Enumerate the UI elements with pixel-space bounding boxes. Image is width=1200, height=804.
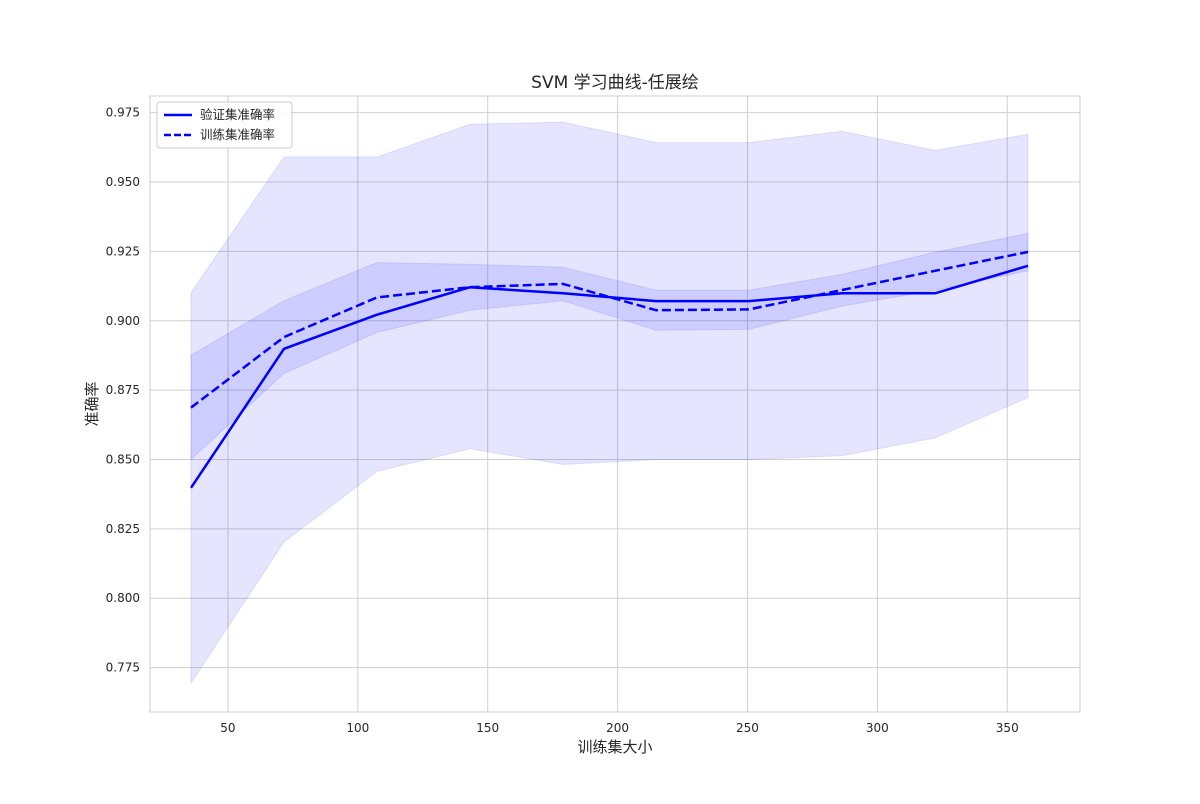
series-line-validation [189, 264, 1029, 489]
confidence-band-training [190, 232, 1029, 461]
y-tick-label: 0.800 [106, 591, 140, 605]
band-layer [190, 121, 1029, 685]
y-tick-label: 0.775 [106, 661, 140, 675]
y-tick-label: 0.825 [106, 522, 140, 536]
tick-label-layer: 50 100 150 200 250 300 350 0.775 0.800 0.825 0.850… [106, 106, 1019, 735]
x-tick-label: 200 [606, 721, 629, 735]
y-tick-label: 0.950 [106, 175, 140, 189]
legend-label-validation: 验证集准确率 [200, 107, 275, 122]
x-axis-label: 训练集大小 [577, 738, 652, 756]
legend-box [156, 101, 293, 149]
x-tick-label: 350 [996, 721, 1019, 735]
y-tick-label: 0.850 [106, 452, 140, 466]
chart-title: SVM 学习曲线-任展绘 [531, 73, 699, 93]
legend-label-training: 训练集准确率 [200, 127, 275, 142]
line-layer [189, 250, 1029, 489]
y-tick-label: 0.925 [106, 244, 140, 258]
y-axis-label: 准确率 [83, 381, 101, 426]
legend: 验证集准确率 训练集准确率 [156, 101, 293, 149]
x-tick-label: 50 [220, 721, 235, 735]
series-line-training [190, 250, 1029, 409]
y-tick-label: 0.900 [106, 314, 140, 328]
y-tick-label: 0.975 [106, 106, 140, 120]
x-tick-label: 150 [476, 721, 499, 735]
grid-layer [150, 96, 1080, 712]
x-tick-label: 250 [736, 721, 759, 735]
x-tick-label: 300 [866, 721, 889, 735]
confidence-band-validation [190, 121, 1029, 685]
x-tick-label: 100 [346, 721, 369, 735]
y-tick-label: 0.875 [106, 383, 140, 397]
plot-frame [149, 95, 1081, 713]
